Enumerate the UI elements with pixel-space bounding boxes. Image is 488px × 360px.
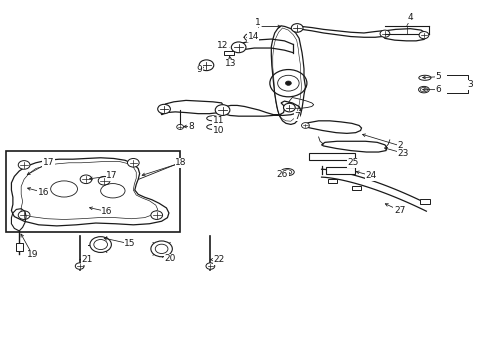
Text: 1: 1 (255, 18, 261, 27)
Bar (224, 50, 233, 55)
Circle shape (127, 158, 139, 167)
Ellipse shape (418, 86, 428, 93)
Text: 16: 16 (38, 188, 49, 197)
Text: 2: 2 (397, 141, 403, 150)
Circle shape (244, 34, 254, 41)
Circle shape (151, 211, 162, 220)
Text: 11: 11 (212, 116, 224, 125)
Text: 25: 25 (346, 158, 358, 167)
Circle shape (283, 103, 295, 112)
Bar (326, 167, 354, 174)
Text: 14: 14 (247, 32, 259, 41)
Bar (5, 151, 180, 232)
Bar (419, 199, 429, 204)
Text: 7: 7 (294, 112, 300, 121)
Ellipse shape (280, 168, 294, 176)
Ellipse shape (206, 116, 219, 121)
Text: 12: 12 (217, 41, 228, 50)
Text: 5: 5 (435, 72, 441, 81)
Text: 17: 17 (106, 171, 118, 180)
Text: 18: 18 (175, 158, 186, 167)
Text: 24: 24 (365, 171, 376, 180)
Text: 21: 21 (81, 255, 93, 264)
Text: 19: 19 (26, 250, 38, 259)
Text: 6: 6 (435, 85, 441, 94)
Text: 8: 8 (187, 122, 193, 131)
Ellipse shape (418, 75, 430, 80)
Circle shape (158, 104, 170, 114)
Text: 4: 4 (407, 13, 412, 22)
Circle shape (75, 263, 84, 269)
Circle shape (231, 42, 245, 53)
Bar (308, 153, 354, 160)
Text: 22: 22 (213, 255, 224, 264)
Circle shape (98, 176, 110, 185)
Text: 26: 26 (276, 170, 287, 179)
Circle shape (90, 237, 111, 252)
Circle shape (80, 175, 92, 184)
Text: 23: 23 (396, 149, 408, 158)
Circle shape (176, 125, 183, 130)
Circle shape (205, 263, 214, 269)
Circle shape (418, 32, 428, 39)
Circle shape (199, 60, 213, 71)
Text: 13: 13 (224, 59, 236, 68)
Text: 27: 27 (393, 206, 405, 215)
Text: 9: 9 (196, 65, 202, 74)
Bar (16, 243, 23, 251)
Text: 17: 17 (42, 158, 54, 167)
Circle shape (301, 123, 309, 129)
Text: 3: 3 (466, 81, 472, 90)
Circle shape (215, 105, 229, 116)
Text: 10: 10 (212, 126, 224, 135)
Ellipse shape (206, 125, 219, 130)
Circle shape (379, 30, 389, 37)
Text: 16: 16 (101, 207, 113, 216)
Text: 15: 15 (124, 239, 135, 248)
Circle shape (18, 211, 30, 220)
Circle shape (291, 24, 303, 32)
Circle shape (151, 241, 172, 257)
Text: 20: 20 (164, 255, 176, 264)
Circle shape (285, 81, 291, 85)
Circle shape (18, 161, 30, 169)
Bar (327, 179, 336, 183)
Bar (351, 186, 360, 190)
